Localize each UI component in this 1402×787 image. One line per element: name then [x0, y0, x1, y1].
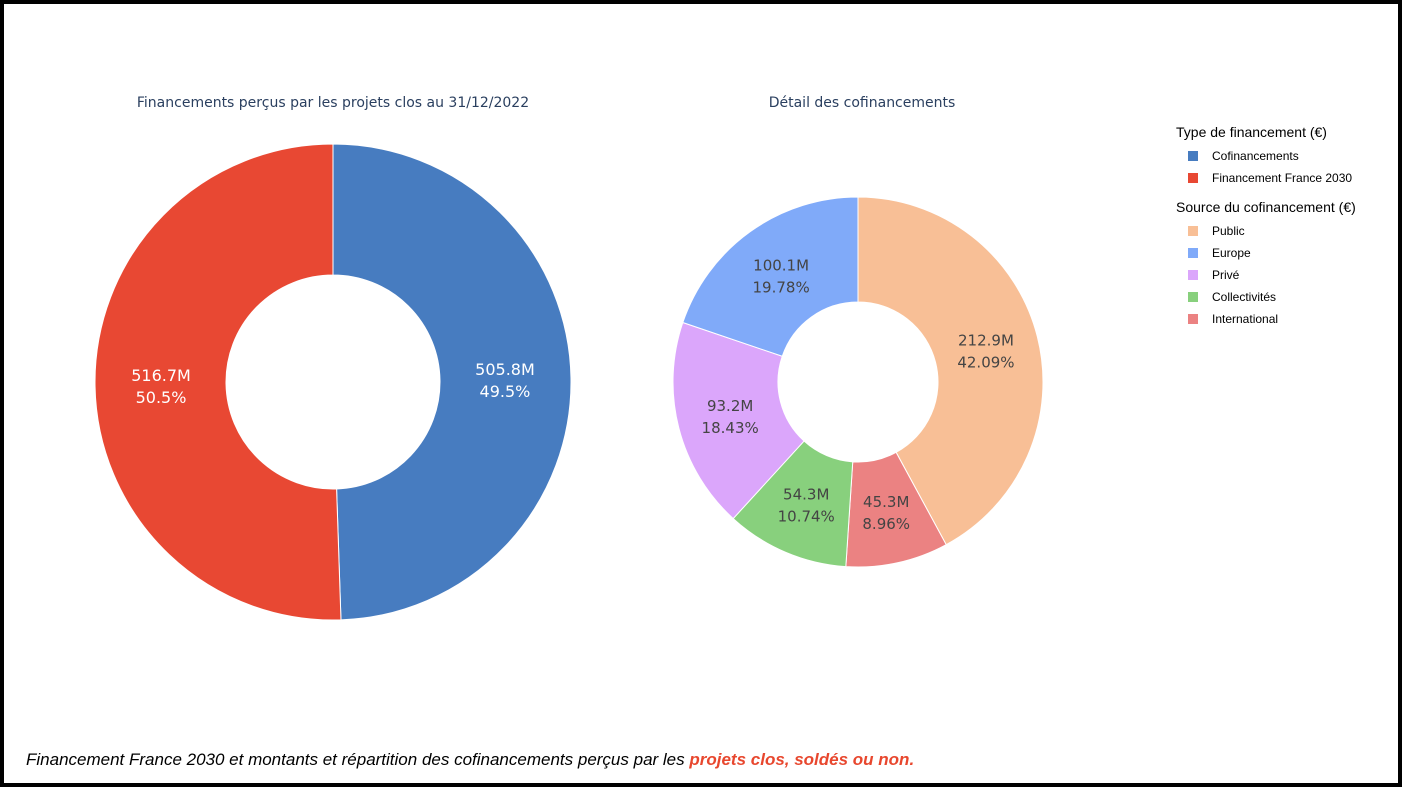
legend-item-europe[interactable]: Europe	[1188, 242, 1356, 264]
slice-percent-label-0: 42.09%	[957, 354, 1014, 372]
chart-title-1: Financements perçus par les projets clos…	[136, 95, 530, 111]
legend-swatch	[1188, 248, 1198, 258]
legend-swatch	[1188, 270, 1198, 280]
pie-slice-public	[857, 196, 1044, 546]
slice-percent-label-0: 49.5%	[480, 382, 531, 401]
legend-item-financement-france-2030[interactable]: Financement France 2030	[1188, 167, 1356, 189]
legend-item-international[interactable]: International	[1188, 308, 1356, 330]
legend-label: Financement France 2030	[1212, 171, 1353, 185]
legend-item-collectivit-s[interactable]: Collectivités	[1188, 286, 1356, 308]
figure-caption: Financement France 2030 et montants et r…	[26, 750, 914, 770]
legend-group-type: Cofinancements Financement France 2030	[1176, 145, 1356, 189]
pie-slice-financement-france-2030	[94, 143, 342, 621]
legend-group-source: Public Europe Privé Collectivités Internatio…	[1176, 220, 1356, 330]
chart-title-2: Détail des cofinancements	[768, 95, 956, 111]
legend-swatch	[1188, 226, 1198, 236]
slice-percent-label-1: 8.96%	[862, 515, 910, 533]
legend-title-source: Source du cofinancement (€)	[1176, 199, 1356, 215]
slice-percent-label-4: 19.78%	[753, 279, 810, 297]
chart-canvas: 505.8M 49.5% 516.7M 50.5% 212.9M 42.09% 45.3M 8…	[94, 143, 1044, 621]
legend-label: International	[1212, 312, 1279, 326]
pie-slice-europe	[682, 196, 859, 357]
legend-item-priv-[interactable]: Privé	[1188, 264, 1356, 286]
legend-swatch	[1188, 151, 1198, 161]
legend-label: Europe	[1212, 246, 1251, 260]
slice-percent-label-1: 50.5%	[136, 388, 187, 407]
legend-swatch	[1188, 292, 1198, 302]
slice-value-label-1: 45.3M	[863, 493, 909, 511]
slice-value-label-0: 212.9M	[958, 332, 1014, 350]
pie-slice-priv-	[672, 321, 805, 520]
legend-swatch	[1188, 173, 1198, 183]
legend-label: Cofinancements	[1212, 149, 1299, 163]
legend-item-public[interactable]: Public	[1188, 220, 1356, 242]
slice-percent-label-3: 18.43%	[702, 419, 759, 437]
legend-swatch	[1188, 314, 1198, 324]
legend-label: Privé	[1212, 268, 1240, 282]
caption-text: Financement France 2030 et montants et r…	[26, 750, 690, 769]
legend-item-cofinancements[interactable]: Cofinancements	[1188, 145, 1356, 167]
caption-highlight: projets clos, soldés ou non.	[689, 750, 915, 769]
slice-value-label-3: 93.2M	[707, 397, 753, 415]
legend: Type de financement (€) Cofinancements Fi…	[1176, 124, 1356, 330]
legend-title-type: Type de financement (€)	[1176, 124, 1327, 140]
slice-value-label-1: 516.7M	[131, 366, 191, 385]
pie-slice-cofinancements	[332, 143, 572, 621]
slice-percent-label-2: 10.74%	[778, 507, 835, 525]
slice-value-label-0: 505.8M	[475, 360, 535, 379]
slice-value-label-4: 100.1M	[753, 257, 809, 275]
slice-value-label-2: 54.3M	[783, 485, 829, 503]
legend-label: Collectivités	[1212, 290, 1277, 304]
legend-label: Public	[1212, 224, 1245, 238]
